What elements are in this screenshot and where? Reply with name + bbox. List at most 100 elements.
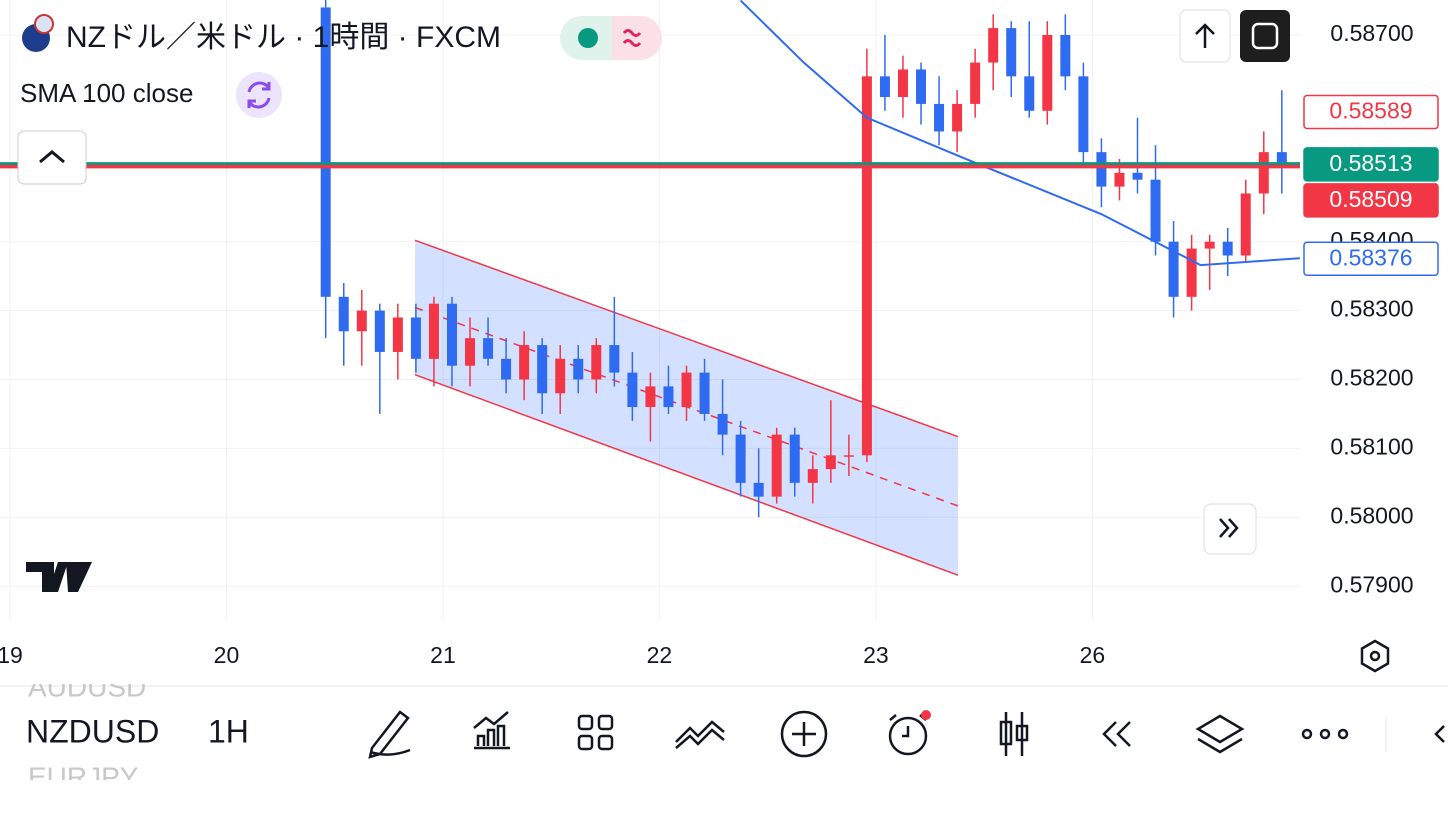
chevron-up xyxy=(39,150,65,164)
candle-body xyxy=(934,103,945,132)
candle-body xyxy=(717,413,728,435)
candle-body xyxy=(410,317,421,359)
candle-body xyxy=(1186,248,1197,297)
x-tick-label: 20 xyxy=(214,642,240,668)
scroll-right-btn[interactable] xyxy=(1203,503,1257,555)
price-label-box xyxy=(1303,147,1439,182)
symbol-picker[interactable]: AUDUSD NZDUSD EURJPY xyxy=(26,671,159,792)
candle-body xyxy=(320,7,331,297)
candle-body xyxy=(897,69,908,98)
y-tick-label: 0.58000 xyxy=(1330,502,1413,528)
indicators-icon[interactable] xyxy=(473,711,510,750)
x-tick-label: 23 xyxy=(863,642,889,668)
candle-body xyxy=(1168,241,1179,297)
candle-body xyxy=(591,345,602,380)
toolbar-icons xyxy=(368,710,1445,759)
candle-body xyxy=(645,386,656,408)
add-icon[interactable] xyxy=(780,710,828,758)
candle-body xyxy=(1240,193,1251,256)
candle-body xyxy=(555,358,566,394)
double-chevron xyxy=(1219,518,1239,538)
channel-lower xyxy=(414,373,959,576)
candle-body xyxy=(970,62,981,104)
x-tick-label: 22 xyxy=(647,642,673,668)
toolbar-scroll[interactable] xyxy=(1434,725,1445,743)
candle-body xyxy=(1150,179,1161,242)
symbol-current: NZDUSD xyxy=(26,713,159,749)
candle-body xyxy=(1078,76,1089,153)
flag-us xyxy=(34,14,54,34)
candle-body xyxy=(699,372,710,414)
sma-line xyxy=(739,0,1300,267)
plot xyxy=(0,0,1300,576)
y-tick-label: 0.58300 xyxy=(1330,296,1413,322)
candle-body xyxy=(392,317,403,352)
candle-body xyxy=(374,310,385,352)
approx-icon xyxy=(622,29,642,47)
arrow-up xyxy=(1195,23,1215,48)
candle-body xyxy=(1222,241,1233,256)
symbol-prev: AUDUSD xyxy=(28,671,146,702)
candle-body xyxy=(825,455,836,470)
candle-body xyxy=(609,345,620,373)
draw-icon[interactable] xyxy=(368,710,411,759)
grid xyxy=(0,0,1300,620)
candle-body xyxy=(861,76,872,456)
candle-body xyxy=(1024,76,1035,111)
candle-body xyxy=(446,303,457,366)
price-label-box xyxy=(1303,241,1439,276)
interval[interactable]: 1H xyxy=(208,713,249,749)
candle-body xyxy=(1060,35,1071,77)
more-icon[interactable] xyxy=(1301,728,1313,740)
price-label-box xyxy=(1303,94,1439,130)
fullscreen-icon xyxy=(1251,22,1279,50)
layers-icon[interactable] xyxy=(1195,714,1245,754)
replay-icon[interactable] xyxy=(1102,721,1131,747)
candle-body xyxy=(1132,172,1143,180)
y-tick-label: 0.58200 xyxy=(1330,365,1413,391)
symbol-next: EURJPY xyxy=(28,761,139,792)
candle-body xyxy=(735,434,746,483)
candle-body xyxy=(988,28,999,63)
candle-body xyxy=(627,372,638,408)
candle-body xyxy=(879,76,890,98)
candle-body xyxy=(356,310,367,332)
alert-icon[interactable] xyxy=(888,716,928,756)
candle-body xyxy=(807,469,818,483)
candle-body xyxy=(573,358,584,380)
y-tick-label: 0.57900 xyxy=(1330,571,1413,597)
fullscreen-btn[interactable] xyxy=(1240,10,1290,62)
collapse-btn[interactable] xyxy=(17,130,87,185)
tv-logo xyxy=(26,562,92,592)
alert-badge xyxy=(921,710,931,720)
candle-body xyxy=(663,386,674,408)
layouts-icon[interactable] xyxy=(577,714,594,731)
price-label: 0.58513 xyxy=(1329,150,1412,176)
indicator-btn[interactable] xyxy=(236,72,282,118)
candle-body xyxy=(1204,241,1215,249)
symbol-title: NZドル／米ドル · 1時間 · FXCM xyxy=(66,21,501,54)
settings-icon[interactable] xyxy=(1360,639,1390,673)
settings-dot xyxy=(1369,650,1381,662)
y-tick-label: 0.58100 xyxy=(1330,433,1413,459)
price-label: 0.58376 xyxy=(1329,244,1412,270)
candle-body xyxy=(952,103,963,132)
price-label: 0.58589 xyxy=(1329,98,1412,124)
candle-body xyxy=(1006,28,1017,77)
candle-body xyxy=(1042,35,1053,111)
candle-body xyxy=(1096,152,1107,187)
chart-type-icon[interactable] xyxy=(1004,712,1024,756)
candle-body xyxy=(501,358,512,380)
candle-body xyxy=(519,345,530,380)
legend-pill-right[interactable] xyxy=(612,16,662,60)
candle-body xyxy=(428,303,439,359)
candle-body xyxy=(681,372,692,408)
candle-body xyxy=(483,338,494,359)
x-tick-label: 21 xyxy=(430,642,456,668)
candle-body xyxy=(1276,152,1287,166)
axes: 0.579000.580000.581000.582000.583000.584… xyxy=(0,20,1439,668)
y-tick-label: 0.58700 xyxy=(1330,20,1413,46)
compare-icon[interactable] xyxy=(675,720,725,749)
